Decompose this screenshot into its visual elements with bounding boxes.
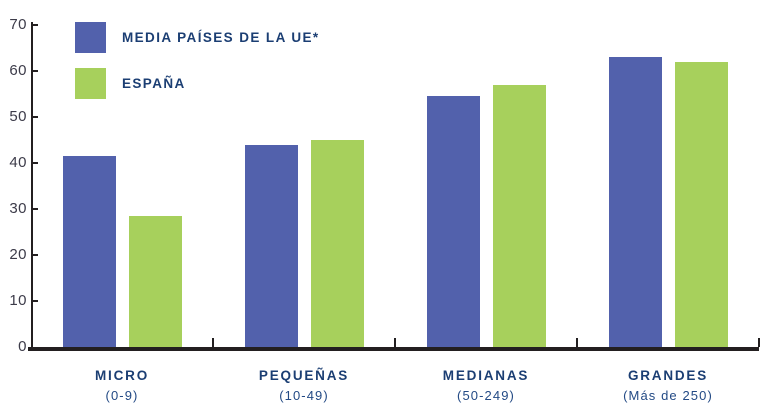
x-tick xyxy=(576,338,578,347)
legend-item: MEDIA PAÍSES DE LA UE* xyxy=(75,22,320,53)
category-slot xyxy=(213,25,396,347)
plot-area: 0 10 20 30 40 50 60 70 xyxy=(9,16,760,355)
category-sublabel: (0-9) xyxy=(105,388,139,403)
bar-espana xyxy=(128,215,182,347)
y-tick-label: 20 xyxy=(9,246,27,263)
y-tick-label: 10 xyxy=(9,292,27,309)
category-slot xyxy=(31,25,214,347)
y-tick xyxy=(33,208,38,210)
y-tick xyxy=(33,24,38,26)
legend-item: ESPAÑA xyxy=(75,68,320,99)
legend-label: MEDIA PAÍSES DE LA UE* xyxy=(122,30,320,45)
category-label: GRANDES xyxy=(627,368,709,383)
bar-slots xyxy=(31,25,760,347)
bar-espana xyxy=(674,61,728,347)
chart-legend: MEDIA PAÍSES DE LA UE* ESPAÑA xyxy=(75,22,320,99)
category-slot xyxy=(577,25,760,347)
y-tick-label: 60 xyxy=(9,62,27,79)
x-tick xyxy=(394,338,396,347)
y-tick xyxy=(33,254,38,256)
legend-swatch xyxy=(75,22,106,53)
category-slot xyxy=(395,25,578,347)
bar-espana xyxy=(492,84,546,347)
category-label: MICRO xyxy=(95,368,149,383)
category-label-group: MEDIANAS (50-249) xyxy=(395,368,577,403)
category-label: PEQUEÑAS xyxy=(258,368,350,383)
category-label-group: MICRO (0-9) xyxy=(31,368,213,403)
y-tick-label: 30 xyxy=(9,200,27,217)
category-label-group: PEQUEÑAS (10-49) xyxy=(213,368,395,403)
x-labels: MICRO (0-9) PEQUEÑAS (10-49) MEDIANAS (50-249… xyxy=(31,368,759,403)
category-sublabel: (50-249) xyxy=(457,388,515,403)
x-tick xyxy=(212,338,214,347)
bar-espana xyxy=(310,140,364,347)
y-axis: 0 10 20 30 40 50 60 70 xyxy=(9,16,759,355)
y-tick-label: 70 xyxy=(9,16,27,33)
category-sublabel: (Más de 250) xyxy=(623,388,713,403)
y-tick xyxy=(33,162,38,164)
legend-label: ESPAÑA xyxy=(122,76,186,91)
category-label-group: GRANDES (Más de 250) xyxy=(577,368,759,403)
bar-eu xyxy=(608,57,662,347)
x-axis-line xyxy=(28,347,759,351)
bar-eu xyxy=(426,96,480,347)
category-sublabel: (10-49) xyxy=(279,388,329,403)
legend-swatch xyxy=(75,68,106,99)
y-axis-line xyxy=(31,22,33,347)
y-tick-label: 50 xyxy=(9,108,27,125)
x-tick xyxy=(758,338,760,347)
y-tick-label: 0 xyxy=(18,338,27,355)
y-tick xyxy=(33,116,38,118)
y-tick-label: 40 xyxy=(9,154,27,171)
bar-eu xyxy=(244,144,298,347)
category-label: MEDIANAS xyxy=(442,368,530,383)
y-tick xyxy=(33,300,38,302)
y-tick xyxy=(33,70,38,72)
bar-eu xyxy=(62,156,116,347)
